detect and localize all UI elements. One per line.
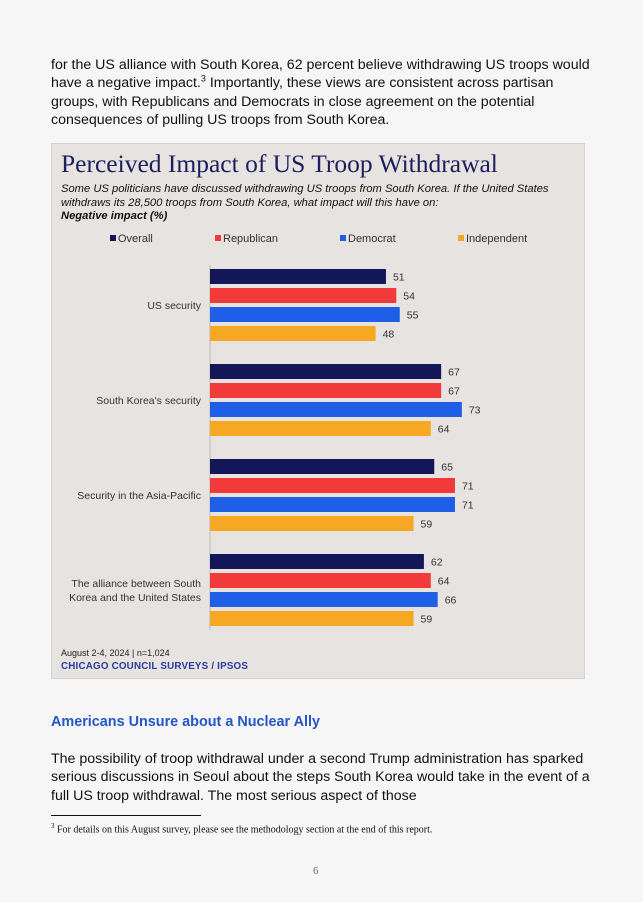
legend-item-overall: Overall <box>110 233 153 245</box>
data-label-the-alliance-between-south-korea-and-the-united-states-overall: 62 <box>431 557 443 569</box>
chart-source: August 2-4, 2024 | n=1,024 <box>61 648 170 658</box>
bar-the-alliance-between-south-korea-and-the-united-states-independent <box>210 611 414 626</box>
footnote-reference[interactable]: 3 <box>200 73 206 84</box>
legend-item-democrat: Democrat <box>340 233 396 245</box>
footnote: 3 For details on this August survey, ple… <box>51 822 432 835</box>
footnote-text: For details on this August survey, pleas… <box>54 824 433 836</box>
category-label-us-security: US security <box>147 300 201 312</box>
bar-security-in-the-asia-pacific-democrat <box>210 497 455 512</box>
chart-title: Perceived Impact of US Troop Withdrawal <box>61 149 498 178</box>
legend-label-independent: Independent <box>466 233 528 245</box>
chart-container: Perceived Impact of US Troop Withdrawal … <box>51 143 585 679</box>
bar-chart-plot: US security 51 54 55 48 South Korea's securit… <box>69 265 481 630</box>
bar-south-korea-s-security-republican <box>210 383 442 398</box>
bar-us-security-republican <box>210 288 397 303</box>
chart-brand: CHICAGO COUNCIL SURVEYS / IPSOS <box>61 661 249 672</box>
bar-the-alliance-between-south-korea-and-the-united-states-republican <box>210 573 431 588</box>
bar-south-korea-s-security-democrat <box>210 402 462 417</box>
data-label-the-alliance-between-south-korea-and-the-united-states-democrat: 66 <box>445 595 457 607</box>
legend-item-republican: Republican <box>215 233 278 245</box>
bar-us-security-independent <box>210 326 376 341</box>
chart-measure-label: Negative impact (%) <box>61 210 168 222</box>
legend-swatch-democrat <box>340 235 346 241</box>
data-label-south-korea-s-security-independent: 64 <box>438 424 450 436</box>
chart-legend: Overall Republican Democrat Independent <box>52 233 586 247</box>
bar-us-security-overall <box>210 269 386 284</box>
bar-the-alliance-between-south-korea-and-the-united-states-democrat <box>210 592 438 607</box>
legend-label-democrat: Democrat <box>348 233 396 245</box>
legend-label-republican: Republican <box>223 233 279 245</box>
data-label-south-korea-s-security-overall: 67 <box>448 367 460 379</box>
footnote-number: 3 <box>51 822 55 830</box>
bar-security-in-the-asia-pacific-independent <box>210 516 414 531</box>
data-label-us-security-democrat: 55 <box>407 310 419 322</box>
data-label-us-security-independent: 48 <box>383 329 395 341</box>
bar-the-alliance-between-south-korea-and-the-united-states-overall <box>210 554 424 569</box>
legend-label-overall: Overall <box>118 233 153 245</box>
intro-text: for the US alliance with South Korea, 62… <box>51 57 590 92</box>
data-label-the-alliance-between-south-korea-and-the-united-states-independent: 59 <box>421 614 433 626</box>
category-label-south-korea-s-security: South Korea's security <box>96 395 201 407</box>
legend-item-independent: Independent <box>458 233 527 245</box>
bar-south-korea-s-security-independent <box>210 421 431 436</box>
section-heading: Americans Unsure about a Nuclear Ally <box>51 714 320 730</box>
category-label-the-alliance-between-south-korea-and-the-united-states: The alliance between South Korea and the … <box>69 578 201 604</box>
category-label-security-in-the-asia-pacific: Security in the Asia-Pacific <box>77 490 201 502</box>
bar-security-in-the-asia-pacific-overall <box>210 459 435 474</box>
data-label-south-korea-s-security-republican: 67 <box>448 386 460 398</box>
data-label-security-in-the-asia-pacific-republican: 71 <box>462 481 474 493</box>
section-body: The possibility of troop withdrawal unde… <box>51 751 590 804</box>
bar-us-security-democrat <box>210 307 400 322</box>
legend-swatch-republican <box>215 235 221 241</box>
legend-swatch-independent <box>458 235 464 241</box>
bar-security-in-the-asia-pacific-republican <box>210 478 455 493</box>
legend-swatch-overall <box>110 235 116 241</box>
data-label-us-security-republican: 54 <box>403 291 415 303</box>
footnote-divider <box>51 815 201 816</box>
intro-text-continued: Importantly, these views are consistent … <box>51 75 554 129</box>
data-label-security-in-the-asia-pacific-overall: 65 <box>441 462 453 474</box>
page-number: 6 <box>313 866 319 877</box>
data-label-the-alliance-between-south-korea-and-the-united-states-republican: 64 <box>438 576 450 588</box>
chart-subtitle: Some US politicians have discussed withd… <box>61 183 549 209</box>
data-label-security-in-the-asia-pacific-independent: 59 <box>421 519 433 531</box>
data-label-security-in-the-asia-pacific-democrat: 71 <box>462 500 474 512</box>
intro-paragraph: for the US alliance with South Korea, 62… <box>51 56 596 130</box>
bar-south-korea-s-security-overall <box>210 364 442 379</box>
data-label-south-korea-s-security-democrat: 73 <box>469 405 481 417</box>
data-label-us-security-overall: 51 <box>393 272 405 284</box>
